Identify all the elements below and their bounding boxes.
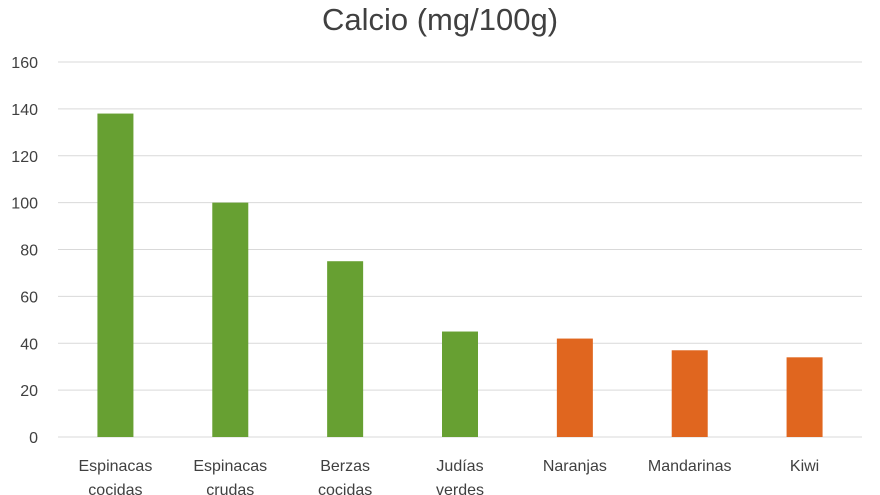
bar bbox=[442, 331, 478, 437]
y-tick-label: 160 bbox=[11, 55, 38, 72]
x-tick-label: verdes bbox=[436, 482, 484, 495]
x-tick-label: Espinacas bbox=[79, 458, 153, 475]
y-tick-label: 40 bbox=[20, 336, 38, 353]
bar bbox=[212, 202, 249, 437]
x-tick-label: crudas bbox=[206, 482, 254, 495]
y-tick-label: 0 bbox=[29, 430, 38, 447]
y-tick-label: 80 bbox=[20, 243, 38, 260]
y-tick-label: 100 bbox=[11, 196, 38, 213]
x-tick-label: cocidas bbox=[318, 482, 372, 495]
x-tick-label: Naranjas bbox=[543, 458, 607, 475]
x-tick-label: Kiwi bbox=[790, 458, 819, 475]
x-tick-label: cocidas bbox=[88, 482, 142, 495]
x-tick-label: Mandarinas bbox=[648, 458, 732, 475]
x-tick-label: Judías bbox=[436, 458, 483, 475]
bar bbox=[671, 350, 708, 437]
y-tick-label: 140 bbox=[11, 102, 38, 119]
y-tick-label: 120 bbox=[11, 149, 38, 166]
x-tick-label: Espinacas bbox=[193, 458, 267, 475]
bar bbox=[786, 357, 823, 437]
y-tick-label: 20 bbox=[20, 383, 38, 400]
bar bbox=[97, 113, 134, 437]
bar bbox=[556, 338, 593, 437]
bar bbox=[327, 261, 364, 437]
chart-title: Calcio (mg/100g) bbox=[321, 2, 559, 37]
x-tick-label: Berzas bbox=[320, 458, 370, 475]
y-tick-label: 60 bbox=[20, 289, 38, 306]
